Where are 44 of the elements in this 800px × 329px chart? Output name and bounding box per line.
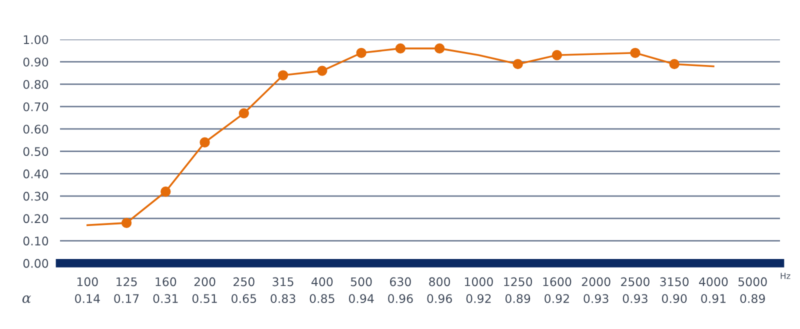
x-tick-label: 4000 0.91 bbox=[699, 277, 728, 304]
y-tick-label: 1.00 bbox=[24, 35, 48, 44]
point bbox=[669, 59, 680, 70]
x-tick-label: 125 0.17 bbox=[114, 277, 139, 304]
point bbox=[434, 43, 445, 54]
point bbox=[552, 50, 562, 60]
x-tick-label: 5000 0.89 bbox=[738, 277, 767, 304]
text: α bbox=[22, 295, 31, 303]
x-tick-label: 1600 0.92 bbox=[543, 277, 572, 304]
text: Hz bbox=[780, 272, 790, 279]
x-tick-label: 3150 0.90 bbox=[660, 277, 689, 304]
x-tick-label: 2500 0.93 bbox=[621, 277, 650, 304]
y-tick-label: 0.50 bbox=[23, 147, 48, 156]
point bbox=[395, 43, 406, 54]
x-tick-label: 160 0.31 bbox=[153, 277, 178, 304]
y-tick-label: 0.30 bbox=[23, 192, 48, 201]
x-tick-label: 200 0.51 bbox=[192, 277, 217, 304]
x-tick-label: 400 0.85 bbox=[310, 277, 334, 304]
y-tick-label: 0.80 bbox=[23, 80, 48, 89]
point bbox=[278, 70, 288, 80]
x-tick-label: 800 0.96 bbox=[427, 277, 452, 304]
x-tick-label: 100 0.14 bbox=[75, 277, 100, 304]
x-tick-label: 500 0.94 bbox=[348, 277, 374, 304]
point bbox=[200, 137, 210, 148]
point bbox=[630, 48, 640, 58]
y-tick-label: 0.70 bbox=[23, 102, 48, 112]
x-tick-label: 315 0.83 bbox=[270, 277, 296, 304]
x-tick-label: 1000 0.92 bbox=[464, 277, 493, 304]
y-tick-label: 0.00 bbox=[23, 258, 48, 268]
y-tick-label: 0.40 bbox=[23, 169, 48, 178]
y-tick-label: 0.20 bbox=[23, 214, 48, 224]
point bbox=[121, 218, 132, 228]
x-tick-label: 2000 0.93 bbox=[582, 277, 610, 304]
point bbox=[160, 186, 171, 197]
x-tick-label: 630 0.96 bbox=[388, 277, 413, 304]
point bbox=[512, 59, 523, 70]
x-tick-label: 1250 0.89 bbox=[504, 277, 532, 304]
y-tick-label: 0.10 bbox=[23, 236, 48, 246]
x-tick-label: 250 0.65 bbox=[232, 277, 256, 304]
point bbox=[238, 108, 249, 118]
point bbox=[356, 48, 366, 58]
y-tick-label: 0.60 bbox=[23, 124, 48, 134]
y-tick-label: 0.90 bbox=[23, 58, 48, 67]
point bbox=[317, 66, 328, 76]
